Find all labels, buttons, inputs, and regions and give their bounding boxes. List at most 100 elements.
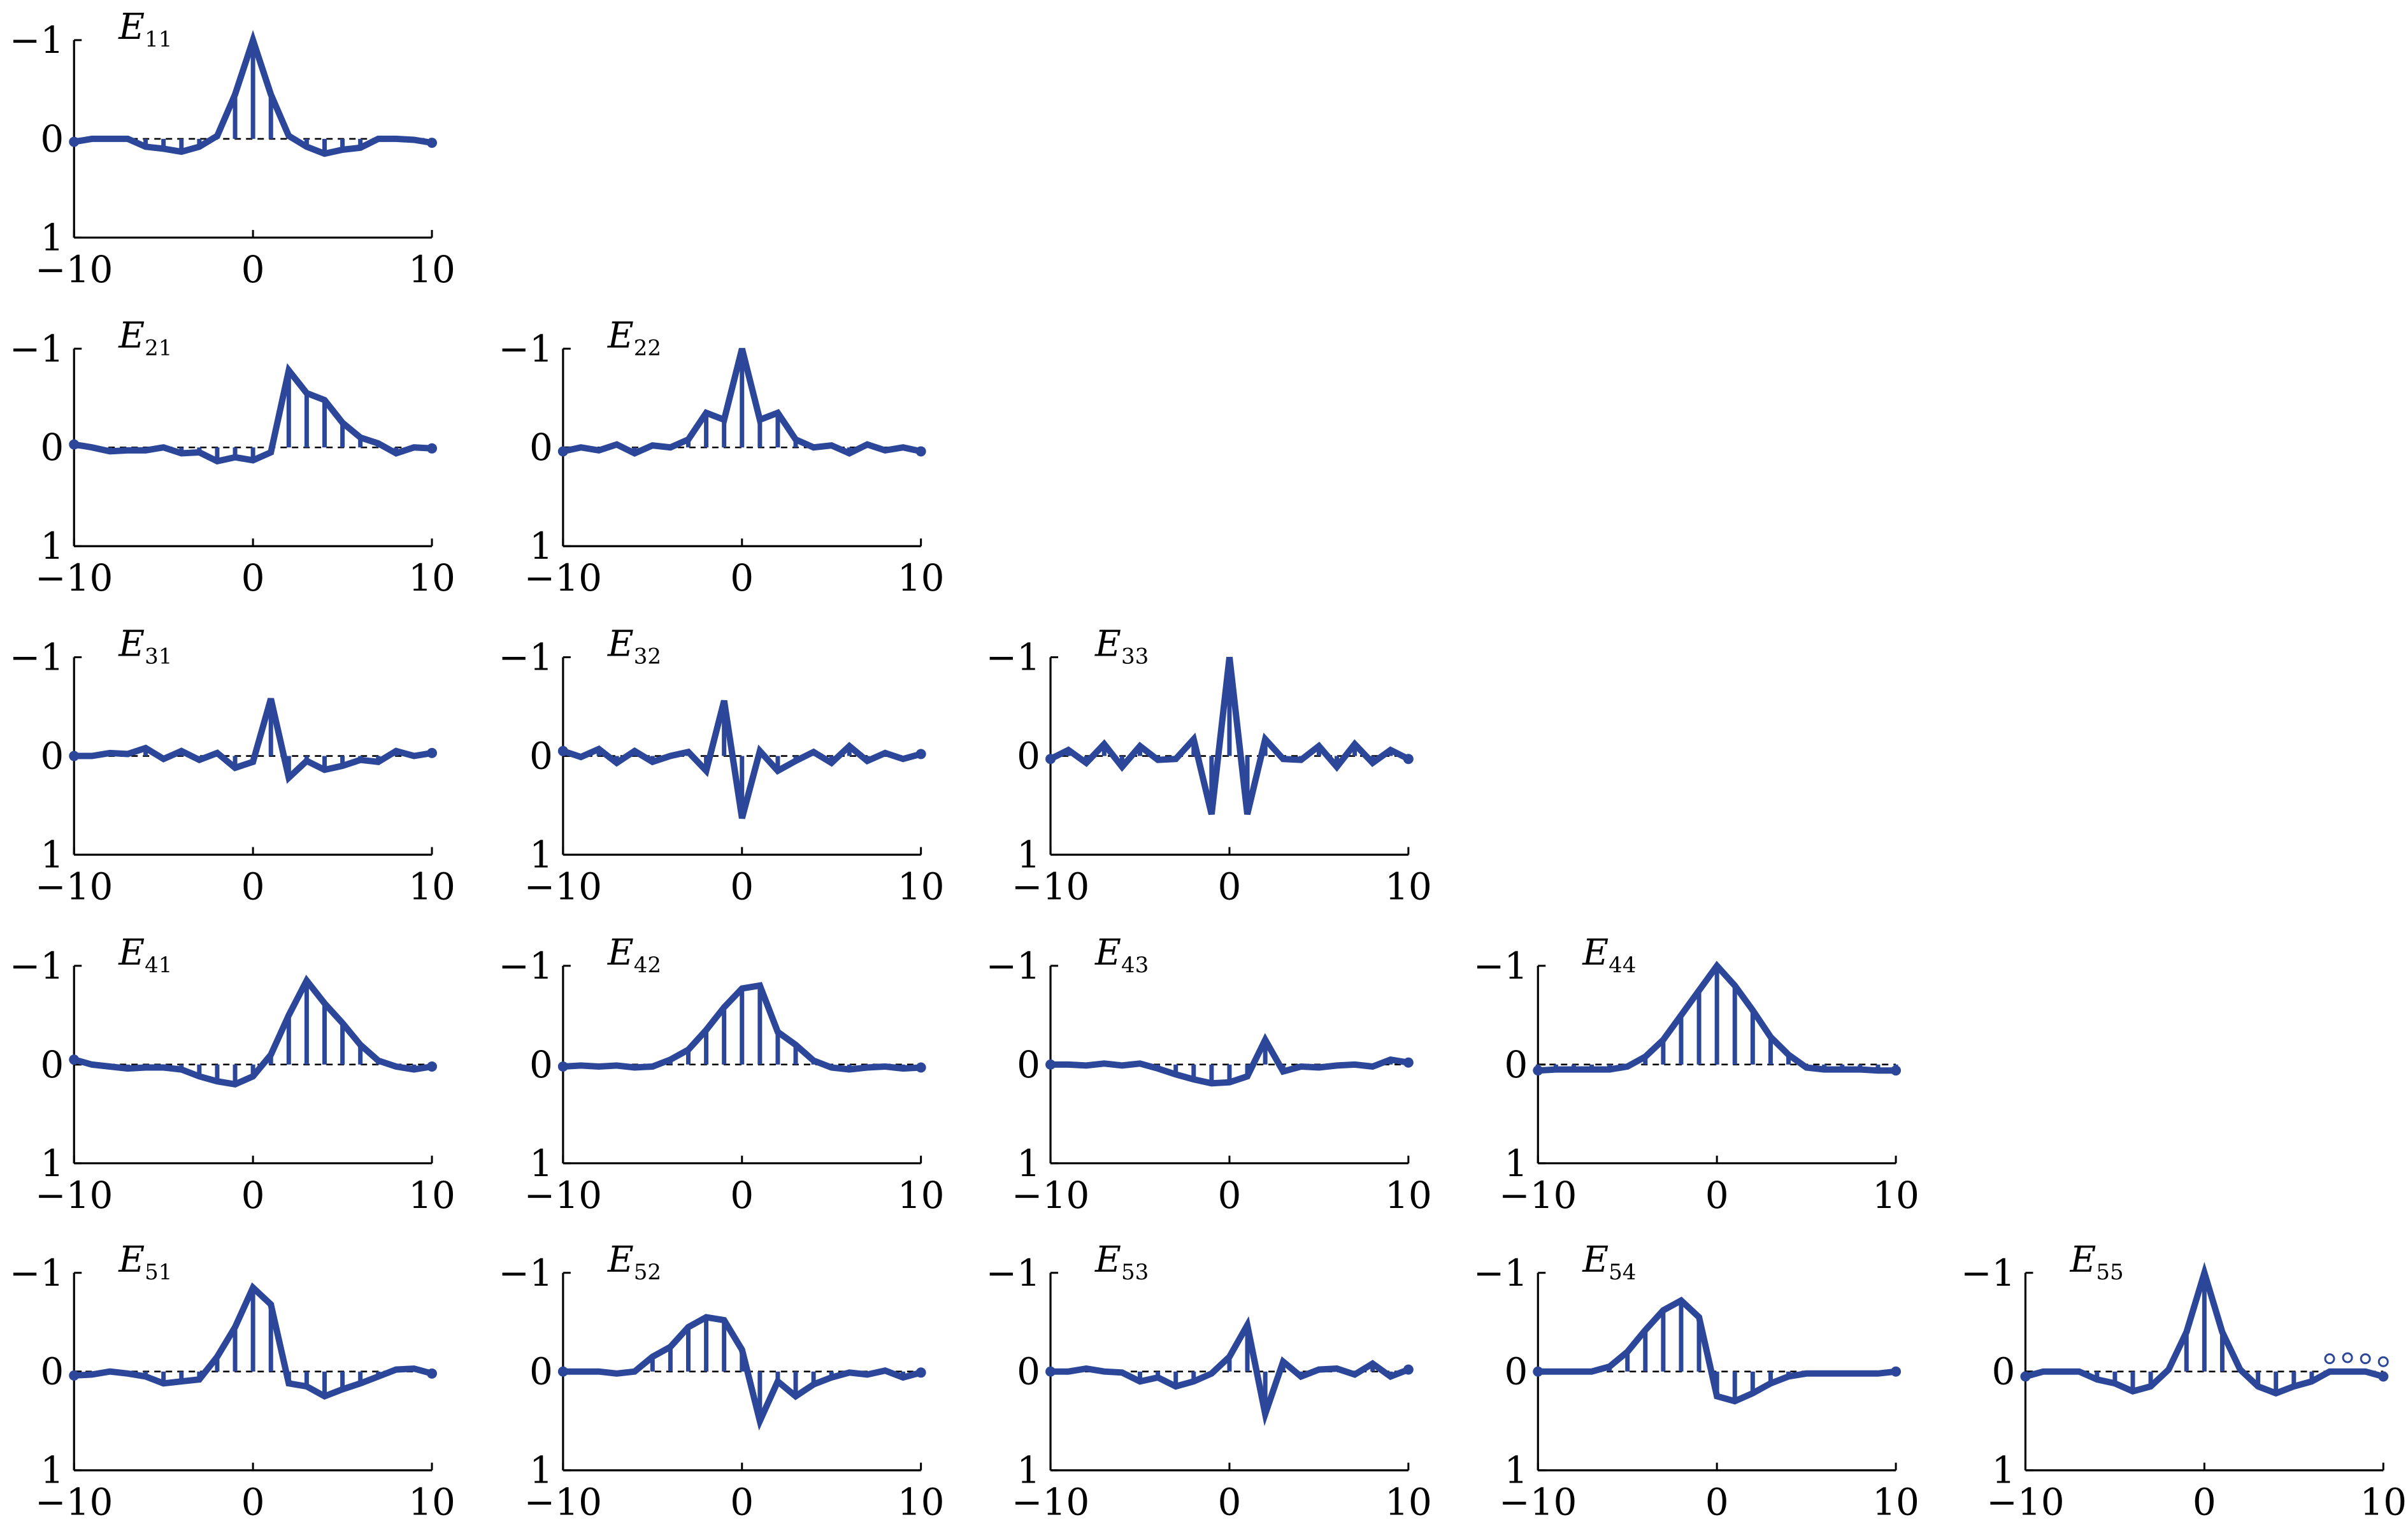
panel-label: E55 — [2069, 1239, 2123, 1285]
x-tick-label: 10 — [408, 1481, 455, 1524]
y-tick-label: −1 — [498, 1251, 553, 1295]
series-endpoint — [915, 749, 926, 759]
panel-label-main: E — [1094, 932, 1121, 974]
y-tick-label: −1 — [10, 18, 64, 62]
y-tick-label: 0 — [529, 1043, 553, 1086]
y-tick-label: −1 — [1473, 1251, 1528, 1295]
series-endpoint — [557, 1366, 568, 1377]
series-endpoint — [427, 1061, 438, 1072]
panel-label-sub: 42 — [634, 952, 661, 978]
x-tick-label: 0 — [1218, 1481, 1242, 1524]
series-endpoint — [69, 439, 80, 450]
x-tick-label: 10 — [898, 865, 945, 909]
y-tick-label: 0 — [1017, 735, 1040, 778]
y-tick-label: −1 — [498, 636, 553, 679]
series-line — [73, 974, 433, 1088]
panel-label-main: E — [1582, 1239, 1609, 1281]
x-tick-label: −10 — [524, 1174, 602, 1217]
series-endpoint — [557, 745, 568, 756]
y-tick-label: 0 — [40, 117, 64, 161]
series-endpoint — [1533, 1065, 1544, 1076]
y-tick-label: 1 — [1504, 1449, 1528, 1492]
y-tick-label: 0 — [40, 735, 64, 778]
x-tick-label: −10 — [524, 556, 602, 600]
series-line — [73, 1282, 433, 1400]
series-endpoint — [69, 1054, 80, 1065]
panel-label: E53 — [1094, 1239, 1149, 1285]
y-tick-label: 0 — [529, 735, 553, 778]
x-tick-label: 0 — [241, 865, 265, 909]
panel-label-sub: 55 — [2096, 1260, 2123, 1285]
x-tick-label: −10 — [35, 248, 113, 291]
x-tick-label: −10 — [1499, 1481, 1577, 1524]
y-tick-label: −1 — [1961, 1251, 2016, 1295]
y-tick-label: 0 — [1504, 1043, 1528, 1086]
panel-label-sub: 54 — [1609, 1260, 1636, 1285]
x-tick-label: −10 — [524, 1481, 602, 1524]
x-tick-label: 10 — [408, 1174, 455, 1217]
series-endpoint — [915, 446, 926, 457]
y-tick-label: 1 — [40, 216, 64, 259]
x-tick-label: 0 — [241, 248, 265, 291]
x-tick-label: 10 — [1872, 1481, 1919, 1524]
series-line — [1049, 657, 1410, 816]
panel-label-main: E — [118, 1239, 145, 1281]
x-tick-label: −10 — [1012, 865, 1089, 909]
open-circle-marker — [2377, 1356, 2389, 1367]
x-tick-label: 10 — [2360, 1481, 2407, 1524]
panel-label-main: E — [1582, 932, 1609, 974]
x-tick-label: 0 — [241, 1481, 265, 1524]
panel-label: E11 — [118, 6, 172, 52]
panel-label-main: E — [607, 624, 634, 665]
series-endpoint — [427, 138, 438, 148]
series-line — [563, 982, 921, 1073]
x-tick-label: 0 — [1218, 1174, 1242, 1217]
x-tick-label: −10 — [35, 556, 113, 600]
x-tick-label: 0 — [730, 556, 754, 600]
x-tick-label: 0 — [1218, 865, 1242, 909]
x-tick-label: 0 — [1705, 1481, 1729, 1524]
series-line — [562, 348, 922, 457]
y-tick-label: 1 — [40, 1142, 64, 1185]
y-tick-label: 1 — [529, 524, 553, 568]
panel-label-sub: 33 — [1121, 644, 1149, 670]
series-endpoint — [2020, 1371, 2031, 1382]
y-tick-label: 1 — [1017, 833, 1040, 877]
x-tick-label: 0 — [730, 865, 754, 909]
y-tick-label: 0 — [1017, 1043, 1040, 1086]
x-tick-label: 10 — [1385, 865, 1432, 909]
panel-label-sub: 53 — [1121, 1260, 1149, 1285]
panel-label: E33 — [1094, 624, 1149, 670]
x-tick-label: 0 — [1705, 1174, 1729, 1217]
x-tick-label: −10 — [1499, 1174, 1577, 1217]
series-line — [73, 363, 433, 465]
x-tick-label: 10 — [898, 556, 945, 600]
panel-label-main: E — [118, 624, 145, 665]
series-endpoint — [1045, 754, 1056, 765]
y-tick-label: 1 — [40, 524, 64, 568]
x-tick-label: 0 — [241, 556, 265, 600]
panel-label-sub: 11 — [145, 27, 172, 52]
x-tick-label: 0 — [241, 1174, 265, 1217]
x-tick-label: −10 — [35, 1481, 113, 1524]
panel-label: E42 — [607, 932, 661, 978]
open-circle-marker — [2360, 1353, 2371, 1365]
open-circle-marker — [2342, 1352, 2353, 1363]
x-tick-label: −10 — [1012, 1481, 1089, 1524]
x-tick-label: −10 — [35, 865, 113, 909]
series-endpoint — [557, 1061, 568, 1072]
series-endpoint — [1533, 1366, 1544, 1377]
panel-label: E54 — [1582, 1239, 1636, 1285]
panel-label-main: E — [607, 315, 634, 356]
